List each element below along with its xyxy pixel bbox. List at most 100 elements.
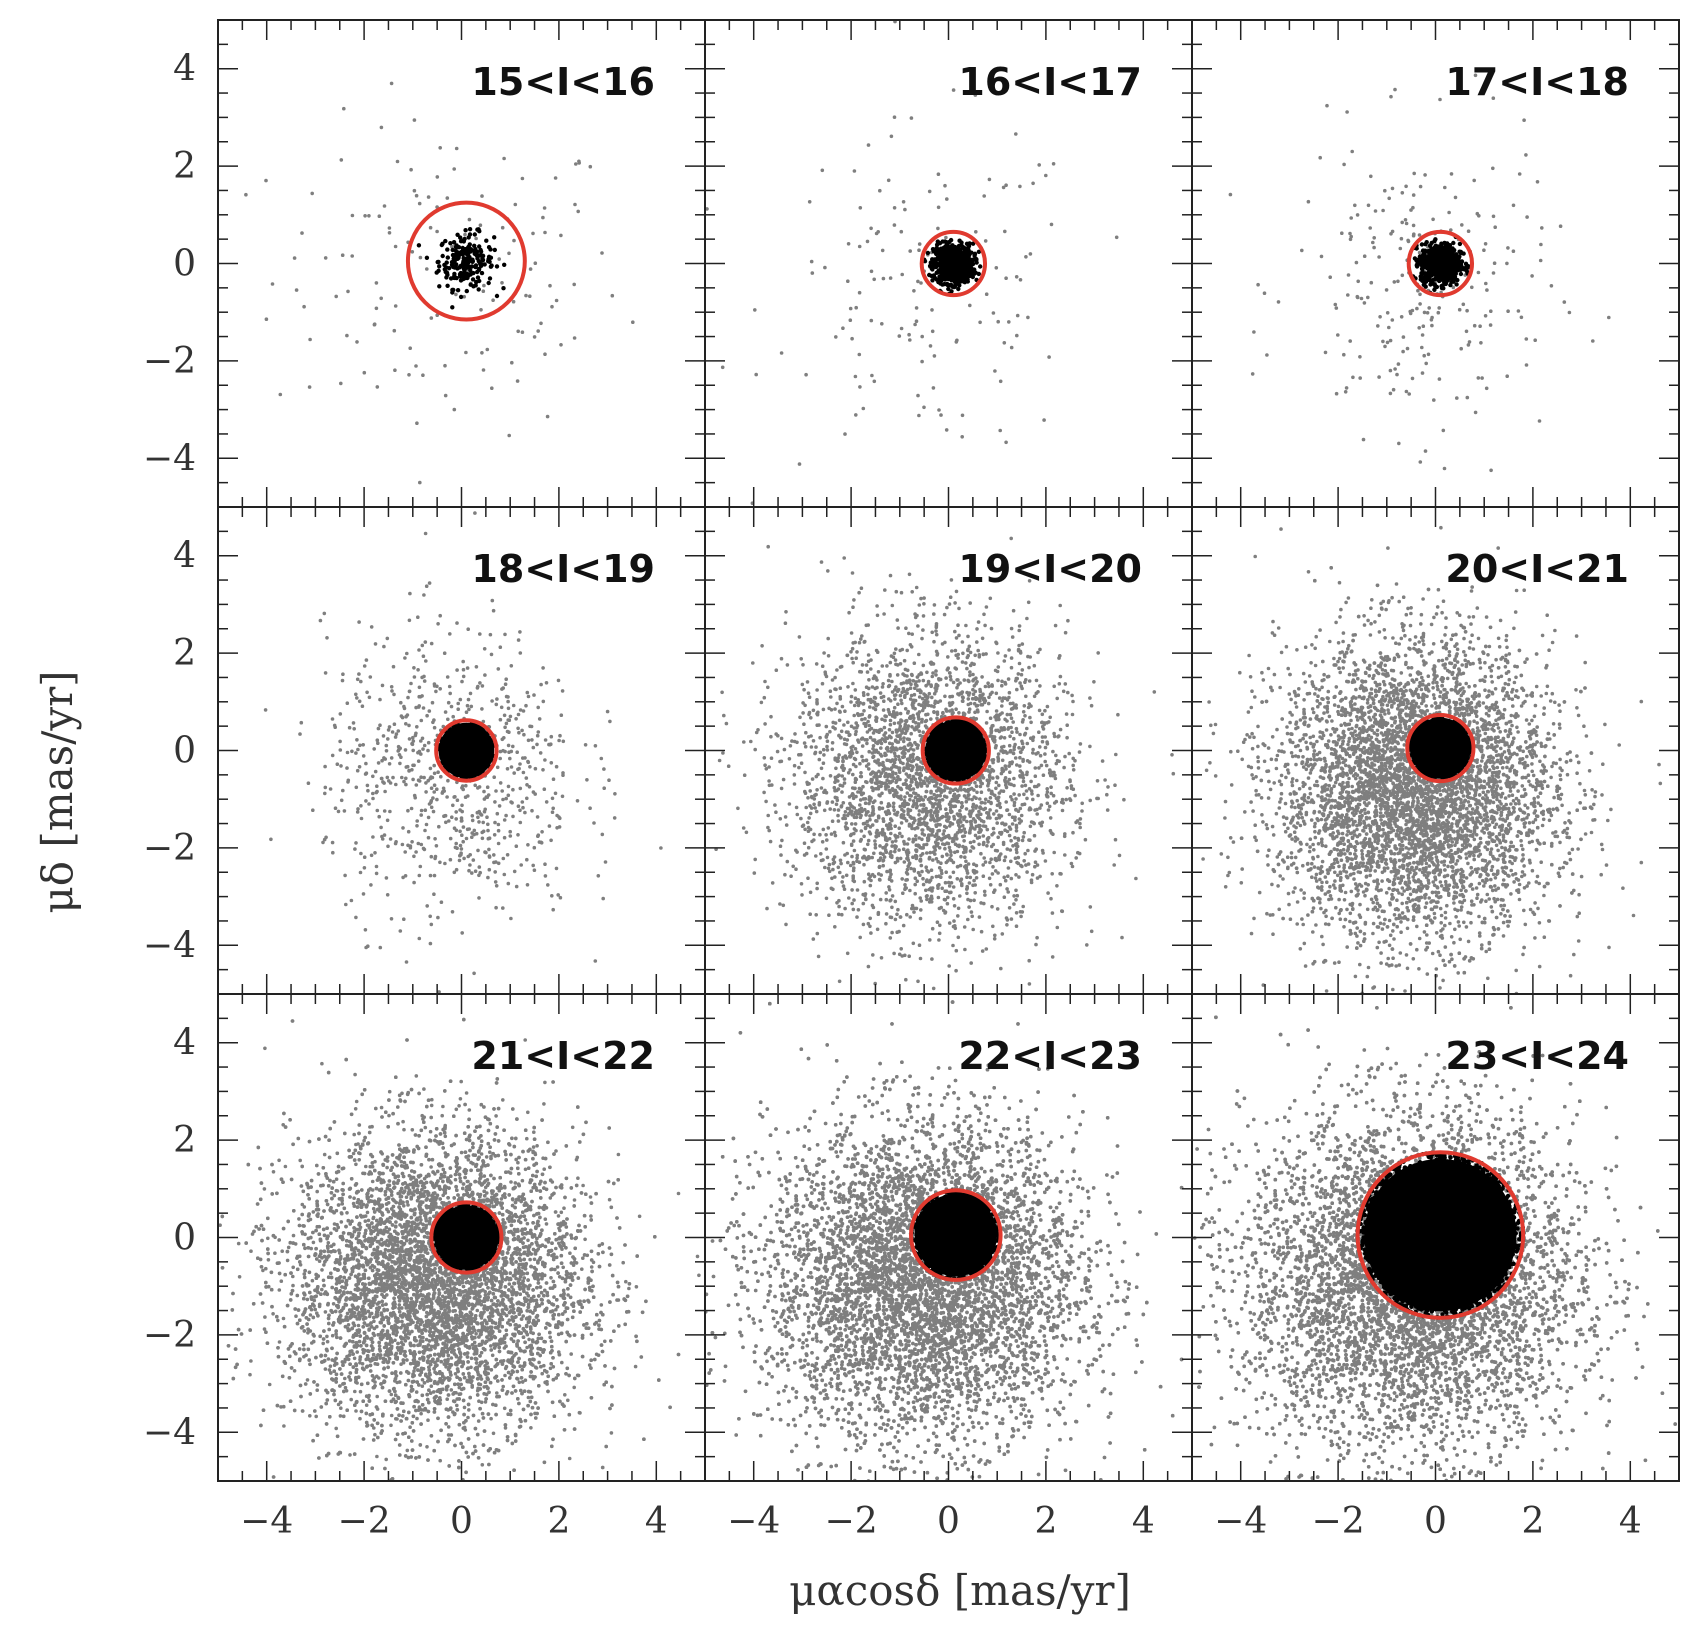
field-star-point [459, 844, 463, 848]
field-star-point [406, 765, 410, 769]
member-star-point [444, 275, 448, 279]
member-star-point [1431, 260, 1435, 264]
field-star-point [1506, 309, 1510, 313]
field-star-point [341, 672, 345, 676]
field-star-point [486, 876, 490, 880]
field-star-point [539, 751, 543, 755]
field-star-point [411, 749, 415, 753]
field-star-point [944, 236, 948, 240]
field-star-point [424, 790, 428, 794]
field-star-point [479, 223, 483, 227]
member-star-point [1431, 265, 1435, 269]
field-star-point [540, 830, 544, 834]
field-star-point [398, 753, 402, 757]
field-star-point [396, 160, 400, 164]
field-star-point [516, 379, 520, 383]
field-star-point [1065, 723, 1069, 727]
field-star-point [486, 785, 490, 789]
field-star-point [394, 840, 398, 844]
field-star-point [530, 809, 534, 813]
field-star-point [780, 787, 784, 791]
field-star-point [1395, 373, 1399, 377]
field-star-point [834, 335, 838, 339]
field-star-point [854, 375, 858, 379]
field-star-point [974, 230, 978, 234]
field-star-point [365, 691, 369, 695]
field-star-point [543, 352, 547, 356]
field-star-point [480, 194, 484, 198]
field-star-point [334, 295, 338, 299]
member-star-point [1466, 265, 1470, 269]
field-star-point [397, 729, 401, 733]
field-star-point [386, 776, 390, 780]
field-star-point [339, 712, 343, 716]
field-star-point [907, 743, 911, 747]
field-star-point [519, 821, 523, 825]
member-star-point [445, 247, 449, 251]
field-star-point [806, 680, 810, 684]
field-star-point [371, 835, 375, 839]
field-star-point [438, 146, 442, 150]
field-star-point [550, 761, 554, 765]
field-star-point [950, 578, 954, 582]
field-star-point [1348, 232, 1352, 236]
field-star-point [594, 744, 598, 748]
field-star-point [889, 276, 893, 280]
field-star-point [860, 755, 864, 759]
field-star-point [504, 814, 508, 818]
member-star-point [1452, 275, 1456, 279]
field-star-point [1389, 369, 1393, 373]
field-star-point [1263, 291, 1267, 295]
field-star-point [331, 841, 335, 845]
field-star-point [425, 267, 429, 271]
field-star-point [1015, 688, 1019, 692]
member-star-point [967, 241, 971, 245]
field-star-point [433, 726, 437, 730]
field-star-point [424, 640, 428, 644]
field-star-point [527, 695, 531, 699]
field-star-point [506, 700, 510, 704]
field-star-point [518, 809, 522, 813]
member-star-point [958, 252, 962, 256]
member-star-point [461, 264, 465, 268]
field-star-point [517, 713, 521, 717]
field-star-point [271, 282, 275, 286]
field-star-point [424, 781, 428, 785]
field-star-point [483, 810, 487, 814]
field-star-point [524, 294, 528, 298]
field-star-point [929, 685, 933, 689]
field-star-point [495, 703, 499, 707]
field-star-point [946, 902, 950, 906]
field-star-point [550, 735, 554, 739]
field-star-point [404, 874, 408, 878]
field-star-point [422, 706, 426, 710]
field-star-point [928, 692, 932, 696]
field-star-point [359, 871, 363, 875]
field-star-point [521, 330, 525, 334]
field-star-point [438, 614, 442, 618]
field-star-point [533, 792, 537, 796]
field-star-point [555, 299, 559, 303]
field-star-point [430, 642, 434, 646]
field-star-point [500, 281, 504, 285]
field-star-point [938, 932, 942, 936]
field-star-point [561, 689, 565, 693]
field-star-point [949, 675, 953, 679]
field-star-point [352, 727, 356, 731]
field-star-point [487, 848, 491, 852]
field-star-point [1392, 388, 1396, 392]
field-star-point [594, 959, 598, 963]
field-star-point [482, 790, 486, 794]
field-star-point [952, 919, 956, 923]
field-star-point [465, 837, 469, 841]
field-star-point [429, 874, 433, 878]
field-star-point [423, 679, 427, 683]
field-star-point [535, 743, 539, 747]
field-star-point [428, 802, 432, 806]
field-star-point [372, 747, 376, 751]
field-star-point [1349, 216, 1353, 220]
field-star-point [1465, 330, 1469, 334]
field-star-point [379, 297, 383, 301]
panel-title: 15<I<16 [471, 60, 655, 104]
member-star-point [477, 259, 481, 263]
